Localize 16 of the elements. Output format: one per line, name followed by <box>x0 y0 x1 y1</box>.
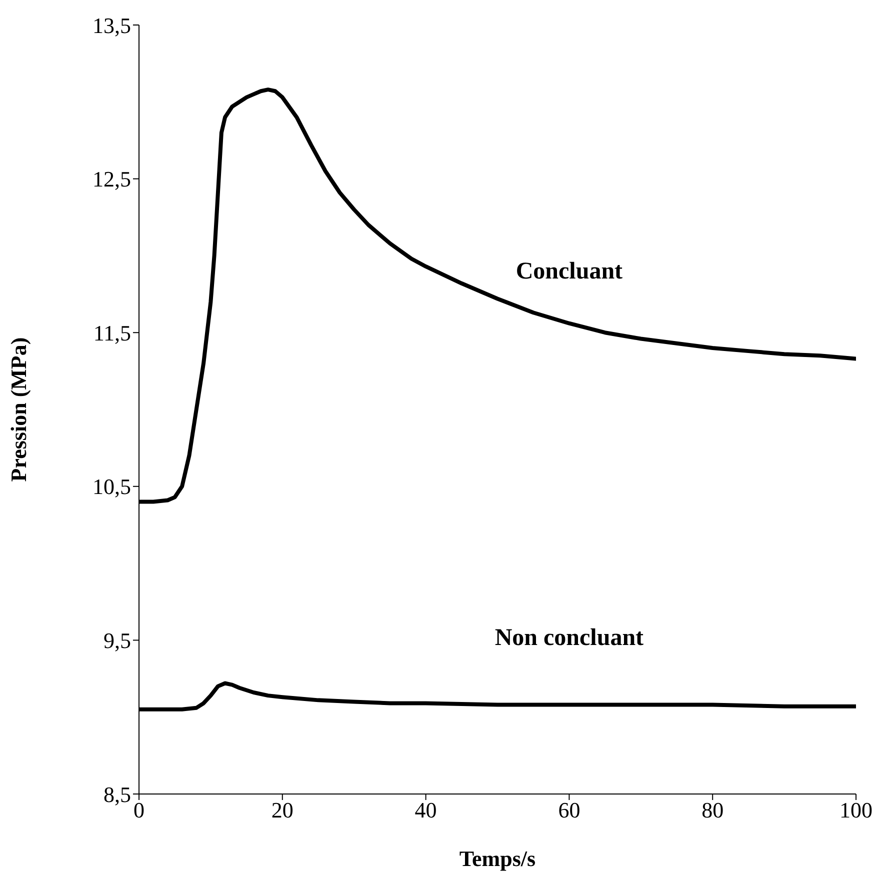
x-tick-label: 20 <box>271 798 294 823</box>
x-tick-label: 40 <box>414 798 437 823</box>
x-tick-label: 60 <box>558 798 580 823</box>
text: Non concluant <box>494 624 644 651</box>
y-tick-label: 8,5 <box>104 782 131 807</box>
y-tick-label: 11,5 <box>93 320 131 346</box>
y-tick-label: 12,5 <box>92 166 131 192</box>
series-label: Concluant <box>516 258 623 284</box>
x-tick-label: 100 <box>840 798 872 823</box>
x-axis-title: Temps/s <box>459 846 536 871</box>
y-tick-label: 10,5 <box>92 474 131 500</box>
y-axis-title: Pression (MPa) <box>6 337 31 482</box>
y-tick-label: 9,5 <box>104 628 131 654</box>
x-tick-label: 0 <box>134 798 144 823</box>
x-tick-label: 80 <box>702 798 724 823</box>
y-tick-label: 13,5 <box>92 12 131 38</box>
